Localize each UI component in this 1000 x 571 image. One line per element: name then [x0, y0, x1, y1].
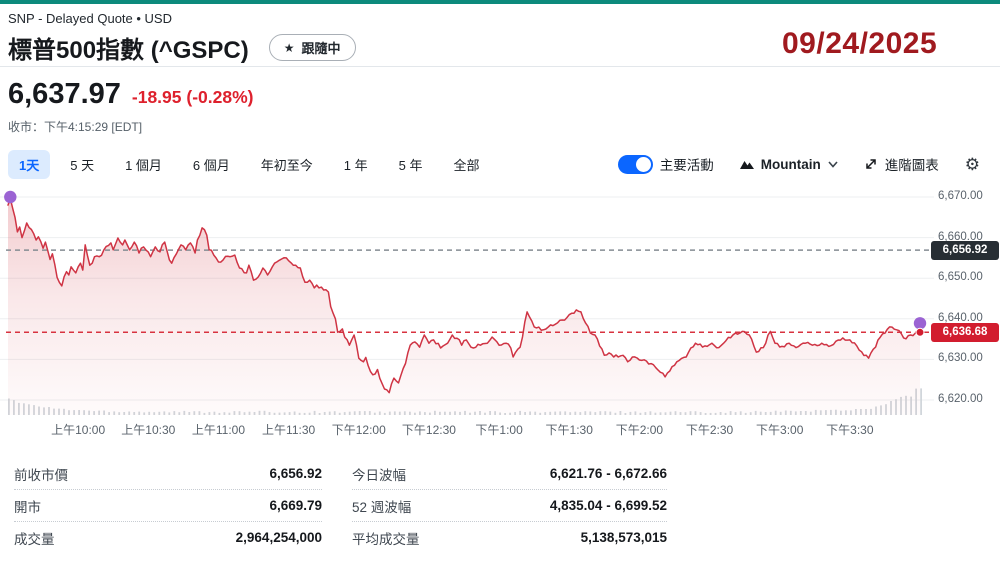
- x-tick-label: 上午11:00: [191, 423, 246, 437]
- stat-value: 4,835.04 - 6,699.52: [549, 498, 667, 513]
- key-events-toggle[interactable]: [617, 154, 653, 174]
- key-event-dot[interactable]: [4, 190, 17, 204]
- y-tick-label: 6,620.00: [938, 393, 983, 405]
- chart-controls: 主要活動 Mountain 進階圖表 ⚙: [617, 154, 980, 174]
- range-tab-5[interactable]: 年初至今: [260, 157, 313, 173]
- x-tick-label: 上午10:30: [121, 423, 176, 437]
- star-icon: ★: [283, 40, 295, 55]
- x-tick-label: 下午3:30: [826, 423, 874, 437]
- header-divider: [0, 66, 1000, 67]
- stats-column-left: 前收市價 6,656.92 開市 6,669.79 成交量 2,964,254,000: [14, 458, 322, 553]
- page-title: 標普500指數 (^GSPC): [8, 37, 249, 64]
- date-annotation: 09/24/2025: [782, 27, 938, 60]
- follow-label: 跟隨中: [301, 41, 341, 56]
- x-tick-label: 上午11:30: [262, 423, 316, 437]
- range-tab-3[interactable]: 1 個月: [125, 157, 162, 173]
- chart-type-dropdown[interactable]: Mountain: [739, 156, 838, 172]
- current-price-badge: 6,636.68: [931, 322, 999, 342]
- range-tab-8[interactable]: 全部: [453, 157, 480, 173]
- advanced-chart-label: 進階圖表: [884, 158, 939, 173]
- stat-row: 開市 6,669.79: [14, 490, 322, 522]
- expand-diagonal-icon: [866, 159, 876, 169]
- key-events-label: 主要活動: [659, 158, 714, 173]
- y-tick-label: 6,670.00: [938, 190, 983, 202]
- range-tab-7[interactable]: 5 年: [398, 157, 423, 173]
- price-chart: 6,670.00 6,660.00 6,650.00 6,640.00 6,630.00…: [0, 183, 1000, 445]
- stat-row: 平均成交量 5,138,573,015: [352, 522, 667, 553]
- follow-button[interactable]: ★ 跟隨中: [268, 34, 356, 61]
- price-change: -18.95 (-0.28%): [131, 87, 254, 107]
- y-tick-label: 6,650.00: [938, 271, 983, 284]
- stat-row: 前收市價 6,656.92: [14, 458, 322, 490]
- exchange-info: SNP - Delayed Quote • USD: [8, 11, 172, 26]
- x-tick-label: 下午3:00: [756, 423, 804, 437]
- range-tab-1[interactable]: 1天: [8, 149, 51, 179]
- stat-label: 前收市價: [14, 467, 68, 483]
- key-event-dot[interactable]: [913, 317, 927, 330]
- stat-row: 今日波幅 6,621.76 - 6,672.66: [352, 458, 667, 490]
- y-tick-label: 6,630.00: [938, 352, 983, 365]
- top-accent-bar: [0, 0, 1000, 4]
- market-status: 收市：下午4:15:29 [EDT]: [8, 120, 143, 134]
- stat-value: 2,964,254,000: [235, 530, 322, 545]
- stat-value: 5,138,573,015: [580, 530, 667, 545]
- range-tabs: 1天 5 天 1 個月 6 個月 年初至今 1 年 5 年 全部: [8, 149, 490, 179]
- chart-toolbar: 1天 5 天 1 個月 6 個月 年初至今 1 年 5 年 全部 主要活動 Mountain: [8, 149, 992, 179]
- chevron-down-icon: [828, 160, 838, 168]
- stat-label: 今日波幅: [352, 467, 406, 483]
- y-tick-label: 6,660.00: [938, 230, 983, 243]
- x-tick-label: 下午1:00: [475, 423, 523, 437]
- x-tick-label: 下午2:30: [685, 423, 734, 437]
- stat-value: 6,621.76 - 6,672.66: [549, 466, 667, 481]
- range-tab-4[interactable]: 6 個月: [192, 157, 230, 173]
- mountain-icon: [739, 161, 754, 169]
- advanced-chart-button[interactable]: 進階圖表: [864, 154, 939, 174]
- stats-column-right: 今日波幅 6,621.76 - 6,672.66 52 週波幅 4,835.04 - …: [352, 458, 667, 553]
- chart-type-label: Mountain: [760, 156, 821, 172]
- range-tab-2[interactable]: 5 天: [70, 157, 95, 173]
- stat-value: 6,656.92: [269, 466, 322, 481]
- stat-value: 6,669.79: [269, 498, 322, 513]
- x-tick-label: 上午10:00: [51, 423, 106, 437]
- settings-gear-icon[interactable]: ⚙: [964, 154, 980, 174]
- stat-label: 成交量: [14, 531, 55, 547]
- stat-label: 開市: [14, 499, 41, 515]
- x-tick-label: 下午1:30: [545, 423, 593, 437]
- x-tick-label: 下午2:00: [615, 423, 664, 437]
- previous-close-badge: 6,656.92: [931, 240, 999, 260]
- stat-label: 平均成交量: [352, 531, 420, 547]
- x-tick-label: 下午12:00: [331, 423, 386, 437]
- stat-label: 52 週波幅: [352, 499, 412, 515]
- toggle-knob: [635, 156, 651, 172]
- key-events-control: 主要活動: [617, 154, 714, 174]
- chart-canvas[interactable]: [0, 183, 1000, 415]
- stat-row: 52 週波幅 4,835.04 - 6,699.52: [352, 490, 667, 522]
- stat-row: 成交量 2,964,254,000: [14, 522, 322, 553]
- range-tab-6[interactable]: 1 年: [343, 157, 368, 173]
- y-tick-label: 6,640.00: [938, 311, 983, 324]
- x-tick-label: 下午12:30: [401, 423, 456, 437]
- last-price: 6,637.97: [8, 78, 121, 110]
